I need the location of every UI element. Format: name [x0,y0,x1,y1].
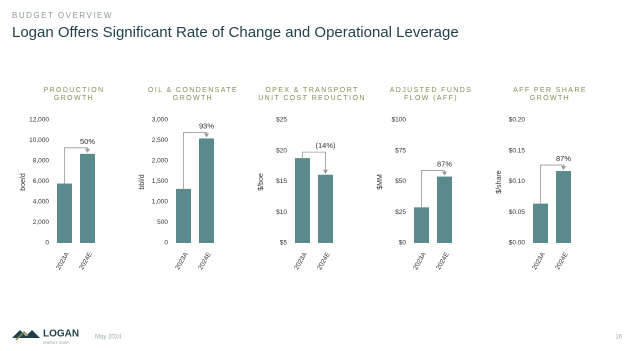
logo: LOGAN ENERGY CORP. [12,329,79,345]
y-tick-label: 3,000 [152,117,169,124]
y-tick-label: $0.10 [509,178,526,185]
arrow-head [204,133,209,138]
change-arrow [302,151,326,172]
chart-title: OIL & CONDENSATE [148,87,238,94]
y-tick-label: $5 [280,240,288,247]
logo-text: LOGAN [43,329,79,340]
y-tick-label: $50 [395,178,406,185]
y-tick-label: 1,500 [152,178,169,185]
y-tick-label: 8,000 [33,158,50,165]
arrow-head [442,171,447,176]
y-axis-label: $/boe [258,173,265,191]
y-tick-label: $0.20 [509,117,526,124]
x-tick-label: 2024E [435,251,451,271]
y-tick-label: 0 [45,240,49,247]
chart-title: GROWTH [173,95,213,102]
chart-title: AFF PER SHARE [513,87,587,94]
y-tick-label: 1,000 [152,199,169,206]
x-tick-label: 2024E [197,251,213,271]
y-tick-label: 12,000 [29,117,49,124]
y-tick-label: $100 [392,117,407,124]
y-tick-label: 6,000 [33,178,50,185]
slide-title: Logan Offers Significant Rate of Change … [12,24,459,41]
arrow-head [561,166,566,171]
logo-sub: ENERGY CORP. [43,341,69,345]
chart-title: OPEX & TRANSPORT [265,87,358,94]
arrow-head [85,148,90,153]
x-tick-label: 2023A [174,251,190,271]
y-tick-label: 4,000 [33,199,50,206]
change-label: 93% [199,121,214,130]
x-tick-label: 2023A [55,251,71,271]
y-tick-label: $0.15 [509,147,526,154]
change-label: 50% [80,137,95,146]
bar [295,158,310,243]
arrow-head [323,169,328,174]
y-tick-label: $25 [395,209,406,216]
y-tick-label: 500 [157,219,168,226]
x-tick-label: 2023A [293,251,309,271]
y-tick-label: $75 [395,147,406,154]
bar [318,174,333,243]
bar [437,176,452,243]
change-label: 87% [556,154,571,163]
y-axis-label: $/share [496,170,503,193]
y-tick-label: 2,000 [33,219,50,226]
chart-title: UNIT COST REDUCTION [258,95,366,102]
bar [57,183,72,243]
bar [199,138,214,243]
y-axis-label: bbl/d [139,174,146,189]
y-tick-label: 2,500 [152,137,169,144]
y-tick-label: 0 [164,240,168,247]
y-tick-label: $10 [276,209,287,216]
y-axis-label: boe/d [20,173,27,191]
bar [176,188,191,243]
y-tick-label: 10,000 [29,137,49,144]
bar [533,203,548,243]
y-tick-label: $0 [399,240,407,247]
y-tick-label: 2,000 [152,158,169,165]
chart-title: GROWTH [54,95,94,102]
date: May 2024 [95,335,122,341]
chart-title: GROWTH [530,95,570,102]
x-tick-label: 2024E [78,251,94,271]
chart-title: ADJUSTED FUNDS [390,87,473,94]
y-tick-label: $20 [276,147,287,154]
chart-title: PRODUCTION [43,87,104,94]
bar [414,207,429,243]
y-tick-label: $15 [276,178,287,185]
page-number: 16 [615,335,622,341]
bar [80,153,95,243]
y-tick-label: $0.00 [509,240,526,247]
change-label: 87% [437,160,452,169]
bar [556,171,571,243]
x-tick-label: 2023A [412,251,428,271]
x-tick-label: 2024E [554,251,570,271]
logo-accent [15,330,29,341]
x-tick-label: 2024E [316,251,332,271]
y-tick-label: $25 [276,117,287,124]
y-axis-label: $MM [377,174,384,190]
change-label: (14%) [315,141,336,150]
y-tick-label: $0.05 [509,209,526,216]
x-tick-label: 2023A [531,251,547,271]
kicker: BUDGET OVERVIEW [12,11,113,20]
chart-title: FLOW (AFF) [404,95,458,102]
